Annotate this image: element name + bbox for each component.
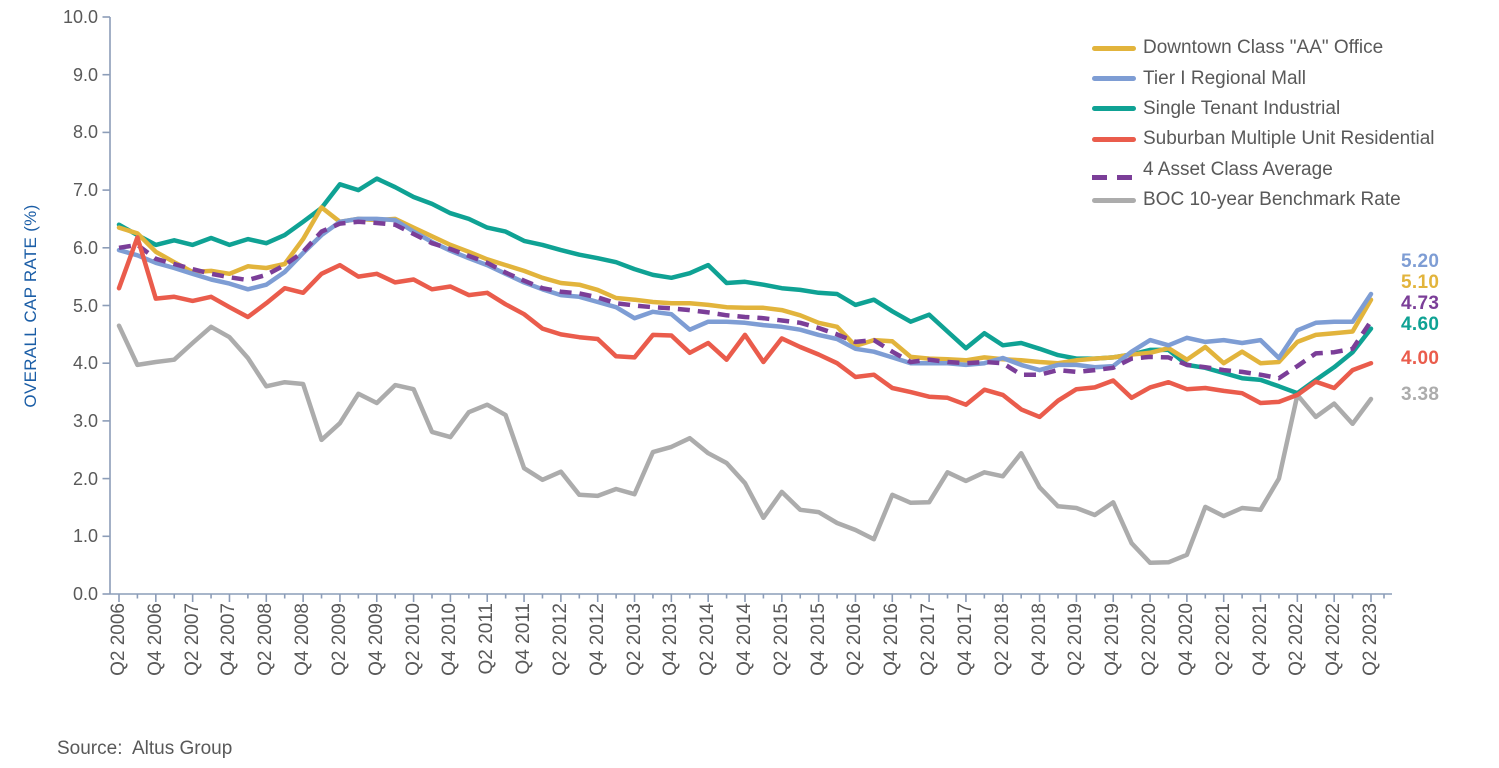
x-tick-label: Q2 2015 <box>770 603 792 676</box>
y-tick-label: 9.0 <box>72 64 98 85</box>
x-tick-label: Q4 2012 <box>586 603 608 676</box>
legend-item-5: BOC 10-year Benchmark Rate <box>1092 185 1435 215</box>
x-tick-label: Q2 2017 <box>918 603 940 676</box>
y-tick-label: 5.0 <box>72 295 98 316</box>
x-tick-label: Q4 2017 <box>954 603 976 676</box>
legend-item-4: 4 Asset Class Average <box>1092 155 1435 185</box>
x-tick-label: Q2 2022 <box>1286 603 1308 676</box>
x-tick-label: Q4 2006 <box>144 603 166 676</box>
legend-item-0: Downtown Class "AA" Office <box>1092 33 1435 63</box>
series-line <box>116 235 1374 420</box>
legend-label: Single Tenant Industrial <box>1143 97 1341 119</box>
x-tick-label: Q4 2015 <box>807 603 829 676</box>
x-tick-label: Q2 2014 <box>697 603 719 676</box>
legend-line-swatch-icon <box>1092 76 1136 82</box>
legend-label: Tier I Regional Mall <box>1143 67 1306 89</box>
x-tick-label: Q4 2018 <box>1028 603 1050 676</box>
series-line <box>118 219 1373 381</box>
series-line <box>116 323 1374 566</box>
legend-line-swatch-icon <box>1092 167 1136 181</box>
x-tick-label: Q4 2007 <box>218 603 240 676</box>
source-note: Source: Altus Group <box>57 738 233 759</box>
legend-label: Downtown Class "AA" Office <box>1143 37 1384 59</box>
x-tick-label: Q4 2014 <box>734 603 755 676</box>
legend-label: 4 Asset Class Average <box>1143 158 1333 180</box>
y-tick-label: 0.0 <box>72 584 98 604</box>
series-end-value: 3.38 <box>1401 383 1440 405</box>
x-tick-label: Q2 2020 <box>1139 603 1161 676</box>
x-tick-label: Q2 2018 <box>991 603 1013 676</box>
x-tick-label: Q2 2019 <box>1065 603 1087 676</box>
series-end-value: 5.10 <box>1401 271 1440 293</box>
y-axis-title: OVERALL CAP RATE (%) <box>21 204 40 408</box>
y-tick-label: 4.0 <box>72 353 98 374</box>
series-end-value: 4.00 <box>1401 348 1440 370</box>
y-tick-label: 1.0 <box>72 526 98 547</box>
x-tick-label: Q4 2013 <box>660 603 682 676</box>
legend-label: BOC 10-year Benchmark Rate <box>1143 189 1401 211</box>
x-tick-label: Q2 2016 <box>844 603 866 676</box>
legend-line-swatch-icon <box>1092 106 1136 112</box>
x-tick-label: Q2 2011 <box>476 603 498 675</box>
legend-label: Suburban Multiple Unit Residential <box>1143 128 1435 150</box>
series-end-value: 4.60 <box>1401 313 1440 335</box>
x-tick-label: Q4 2016 <box>881 603 903 676</box>
y-tick-label: 2.0 <box>72 468 98 489</box>
legend: Downtown Class "AA" Office Tier I Regiona… <box>1092 33 1435 215</box>
series-line <box>116 216 1374 373</box>
y-tick-label: 6.0 <box>72 237 98 258</box>
x-tick-label: Q2 2023 <box>1360 603 1381 676</box>
series-line <box>116 205 1374 366</box>
x-tick-label: Q4 2008 <box>292 603 314 676</box>
x-tick-label: Q2 2013 <box>623 603 645 676</box>
x-tick-label: Q4 2020 <box>1175 603 1197 676</box>
x-tick-label: Q2 2007 <box>181 603 203 676</box>
series-end-value: 5.20 <box>1401 250 1440 272</box>
y-tick-label: 8.0 <box>72 122 98 143</box>
x-tick-label: Q4 2011 <box>513 603 535 675</box>
x-tick-label: Q4 2021 <box>1249 603 1271 676</box>
legend-item-3: Suburban Multiple Unit Residential <box>1092 124 1435 154</box>
x-tick-label: Q4 2010 <box>439 603 461 676</box>
y-tick-label: 10.0 <box>62 7 98 27</box>
x-tick-label: Q2 2012 <box>549 603 571 676</box>
x-tick-label: Q2 2021 <box>1212 603 1234 676</box>
x-tick-label: Q2 2010 <box>402 603 424 676</box>
legend-line-swatch-icon <box>1092 136 1136 142</box>
x-tick-label: Q2 2009 <box>328 603 350 676</box>
x-tick-label: Q4 2009 <box>365 603 387 676</box>
x-tick-label: Q2 2008 <box>255 603 277 676</box>
x-tick-label: Q4 2019 <box>1102 603 1124 676</box>
legend-line-swatch-icon <box>1092 197 1136 203</box>
legend-item-1: Tier I Regional Mall <box>1092 63 1435 93</box>
x-tick-label: Q4 2022 <box>1323 603 1345 676</box>
legend-line-swatch-icon <box>1092 45 1136 51</box>
legend-item-2: Single Tenant Industrial <box>1092 94 1435 124</box>
x-tick-label: Q2 2006 <box>108 603 129 676</box>
y-tick-label: 7.0 <box>72 180 98 201</box>
y-tick-label: 3.0 <box>72 410 98 431</box>
series-end-value: 4.73 <box>1401 292 1440 314</box>
